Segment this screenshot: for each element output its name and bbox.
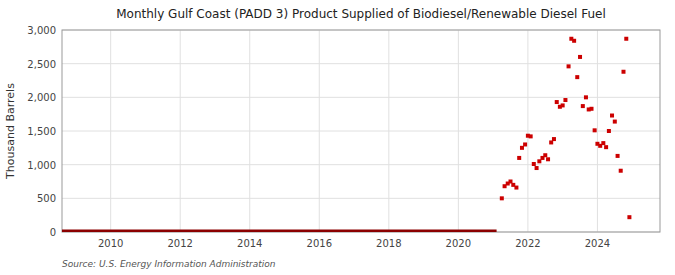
grid-line <box>62 97 660 98</box>
point <box>546 157 550 161</box>
grid-line <box>597 30 598 232</box>
point <box>616 154 620 158</box>
point <box>610 114 614 118</box>
point <box>555 100 559 104</box>
grid-line <box>388 30 389 232</box>
grid <box>62 30 660 232</box>
point <box>561 103 565 107</box>
grid-line <box>527 30 528 232</box>
point <box>563 98 567 102</box>
point <box>604 145 608 149</box>
point <box>593 128 597 132</box>
point <box>613 120 617 124</box>
grid-line <box>62 198 660 199</box>
y-tick-label: 3,000 <box>27 25 56 36</box>
y-tick-label: 2,500 <box>27 59 56 70</box>
x-tick-label: 2014 <box>237 238 262 249</box>
x-tick-label: 2020 <box>446 238 471 249</box>
point <box>514 186 518 190</box>
grid-line <box>62 164 660 165</box>
point <box>621 70 625 74</box>
point <box>529 134 533 138</box>
point <box>607 129 611 133</box>
point <box>535 166 539 170</box>
y-tick-label: 500 <box>37 193 56 204</box>
point <box>517 156 521 160</box>
point <box>619 169 623 173</box>
y-axis-label: Thousand Barrels <box>4 83 17 180</box>
y-tick-label: 2,000 <box>27 92 56 103</box>
point <box>500 196 504 200</box>
grid-line <box>62 63 660 64</box>
title: Monthly Gulf Coast (PADD 3) Product Supp… <box>116 7 606 21</box>
point <box>627 215 631 219</box>
x-tick-label: 2010 <box>98 238 123 249</box>
point <box>552 137 556 141</box>
x-tick-label: 2022 <box>515 238 540 249</box>
x-tick-label: 2012 <box>167 238 192 249</box>
x-tick-label: 2024 <box>585 238 610 249</box>
x-tick-label: 2018 <box>376 238 401 249</box>
plot-area <box>62 37 631 232</box>
point <box>575 75 579 79</box>
grid-line <box>249 30 250 232</box>
grid-line <box>62 131 660 132</box>
x-tick-label: 2016 <box>307 238 332 249</box>
grid-line <box>180 30 181 232</box>
y-tick-label: 1,000 <box>27 160 56 171</box>
grid-line <box>319 30 320 232</box>
point <box>601 141 605 145</box>
point <box>581 104 585 108</box>
grid-line <box>110 30 111 232</box>
chart: Monthly Gulf Coast (PADD 3) Product Supp… <box>0 0 675 275</box>
point <box>523 142 527 146</box>
y-tick-label: 1,500 <box>27 126 56 137</box>
point <box>624 37 628 41</box>
point <box>590 107 594 111</box>
y-tick-label: 0 <box>50 227 56 238</box>
grid-line <box>458 30 459 232</box>
point <box>567 64 571 68</box>
point <box>572 39 576 43</box>
point <box>532 162 536 166</box>
annotation: Source: U.S. Energy Information Administ… <box>62 259 276 269</box>
plot-frame <box>62 30 660 232</box>
point <box>543 153 547 157</box>
point <box>578 55 582 59</box>
line <box>62 230 497 233</box>
point <box>584 95 588 99</box>
